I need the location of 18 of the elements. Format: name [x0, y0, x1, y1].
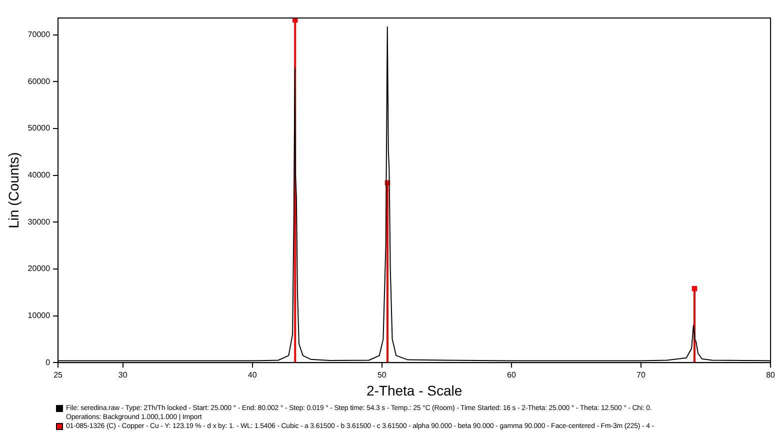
x-tick-label: 25 [54, 370, 64, 380]
y-tick-label: 60000 [28, 76, 51, 86]
y-tick-label: 40000 [28, 170, 51, 180]
y-tick-label: 30000 [28, 217, 51, 226]
y-tick-label: 10000 [28, 310, 51, 320]
x-axis-title: 2-Theta - Scale [366, 382, 462, 398]
y-tick-label: 70000 [28, 30, 51, 40]
x-tick-label: 30 [118, 370, 128, 380]
y-tick-label: 20000 [28, 264, 51, 274]
x-tick-label: 60 [507, 370, 516, 380]
y-tick-label: 50000 [28, 124, 51, 133]
x-tick-label: 70 [636, 370, 646, 380]
point [692, 286, 698, 292]
x-tick-label: 50 [377, 370, 387, 380]
y-tick-label: 0 [46, 358, 51, 367]
x-tick-label: 40 [248, 370, 258, 380]
y-axis-title: Lin (Counts) [5, 152, 22, 228]
x-tick-label: 80 [766, 370, 776, 380]
